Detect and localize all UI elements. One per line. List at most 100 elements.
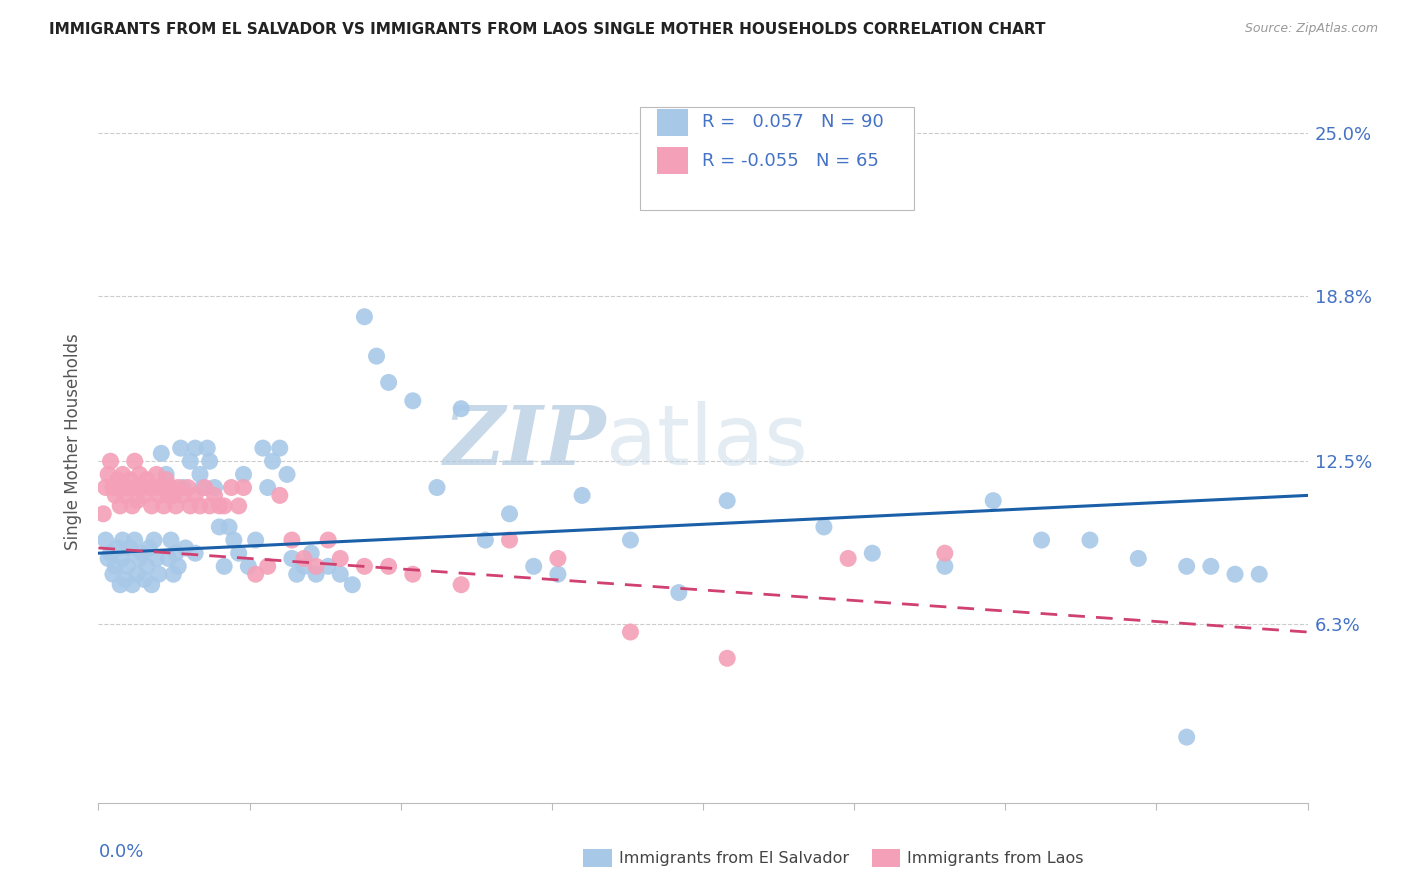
Y-axis label: Single Mother Households: Single Mother Households [65,334,83,549]
Point [145,551,167,566]
Point [450,578,472,592]
Point [208,520,231,534]
Point [716,493,738,508]
Point [184,546,207,560]
Point [238,559,260,574]
Point [157,551,180,566]
Point [276,467,298,482]
Point [94,481,117,495]
Point [269,441,291,455]
Point [152,499,174,513]
Point [138,481,160,495]
Point [188,467,211,482]
Point [108,578,131,592]
Point [167,481,190,495]
Point [198,454,221,468]
Point [547,551,569,566]
Point [141,578,163,592]
Point [148,488,170,502]
Point [131,546,153,560]
Point [127,493,149,508]
Point [143,481,166,495]
Point [157,488,180,502]
Point [143,533,166,547]
Point [1078,533,1101,547]
Point [94,533,117,547]
Text: Immigrants from El Salvador: Immigrants from El Salvador [619,851,849,865]
Point [342,578,364,592]
Point [155,473,177,487]
Point [100,546,122,560]
Point [269,488,291,502]
Point [114,488,136,502]
Point [104,488,127,502]
Point [668,585,690,599]
Point [281,551,304,566]
Point [212,559,235,574]
Point [934,559,956,574]
Point [124,481,146,495]
Point [981,493,1004,508]
Point [228,546,250,560]
Point [716,651,738,665]
Point [619,533,641,547]
Point [262,454,284,468]
Point [127,567,149,582]
Point [150,481,173,495]
Point [97,551,120,566]
Point [191,481,214,495]
Point [194,481,217,495]
Point [101,567,124,582]
Point [245,533,267,547]
Point [128,551,150,566]
Point [837,551,859,566]
Point [498,533,520,547]
Point [366,349,388,363]
Point [523,559,546,574]
Point [1031,533,1053,547]
Point [184,441,207,455]
Point [145,467,167,482]
Point [160,533,183,547]
Point [252,441,274,455]
Point [571,488,593,502]
Point [228,499,250,513]
Point [155,467,177,482]
Point [160,481,183,495]
Point [426,481,449,495]
Point [377,376,399,390]
Point [256,481,278,495]
Point [169,441,191,455]
Point [134,488,156,502]
Point [1128,551,1150,566]
Point [198,499,221,513]
Point [118,473,141,487]
Point [195,441,218,455]
Point [121,499,143,513]
Point [402,393,425,408]
Text: R =   0.057   N = 90: R = 0.057 N = 90 [702,113,883,131]
Point [172,481,194,495]
Point [131,481,153,495]
Point [128,467,150,482]
Point [329,567,352,582]
Point [218,520,240,534]
Point [91,507,114,521]
Point [222,533,245,547]
Point [377,559,399,574]
Point [97,467,120,482]
Point [111,467,134,482]
Point [232,481,254,495]
Point [111,551,134,566]
Point [150,446,173,460]
Point [111,481,134,495]
Point [1249,567,1271,582]
Point [292,551,315,566]
Point [114,573,136,587]
Point [167,559,190,574]
Point [285,567,308,582]
Point [124,533,146,547]
Point [212,499,235,513]
Point [184,488,207,502]
Point [547,567,569,582]
